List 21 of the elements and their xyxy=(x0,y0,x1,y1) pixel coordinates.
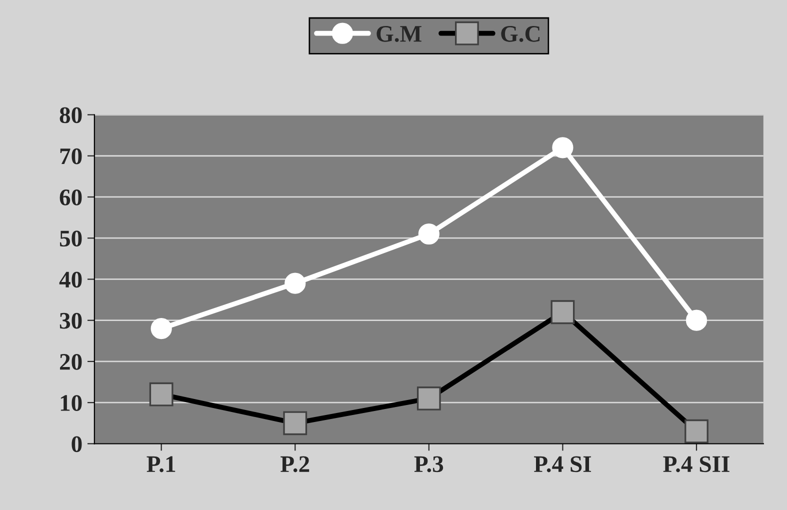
y-tick-label: 70 xyxy=(60,148,82,164)
y-tick-label: 30 xyxy=(60,312,82,329)
y-tick-label: 40 xyxy=(59,272,82,288)
point xyxy=(150,318,172,340)
y-tick-label: 80 xyxy=(60,107,82,124)
x-tick-label: P.4 SII xyxy=(663,456,730,472)
point xyxy=(284,272,306,294)
point xyxy=(418,223,440,245)
x-tick-label: P.1 xyxy=(146,456,176,472)
x-tick-label: P.4 SI xyxy=(534,456,592,472)
point xyxy=(552,137,574,158)
y-tick-label: 0 xyxy=(72,436,82,452)
y-tick-label: 10 xyxy=(60,395,82,412)
y-tick-label: 60 xyxy=(60,189,82,206)
legend-label: G.C xyxy=(501,26,540,42)
x-tick-label: P.3 xyxy=(414,456,444,472)
x-tick-label: P.2 xyxy=(280,456,310,472)
legend-label: G.M xyxy=(376,26,422,42)
point xyxy=(686,310,708,331)
y-tick-label: 20 xyxy=(60,354,82,370)
y-tick-label: 50 xyxy=(60,230,82,247)
